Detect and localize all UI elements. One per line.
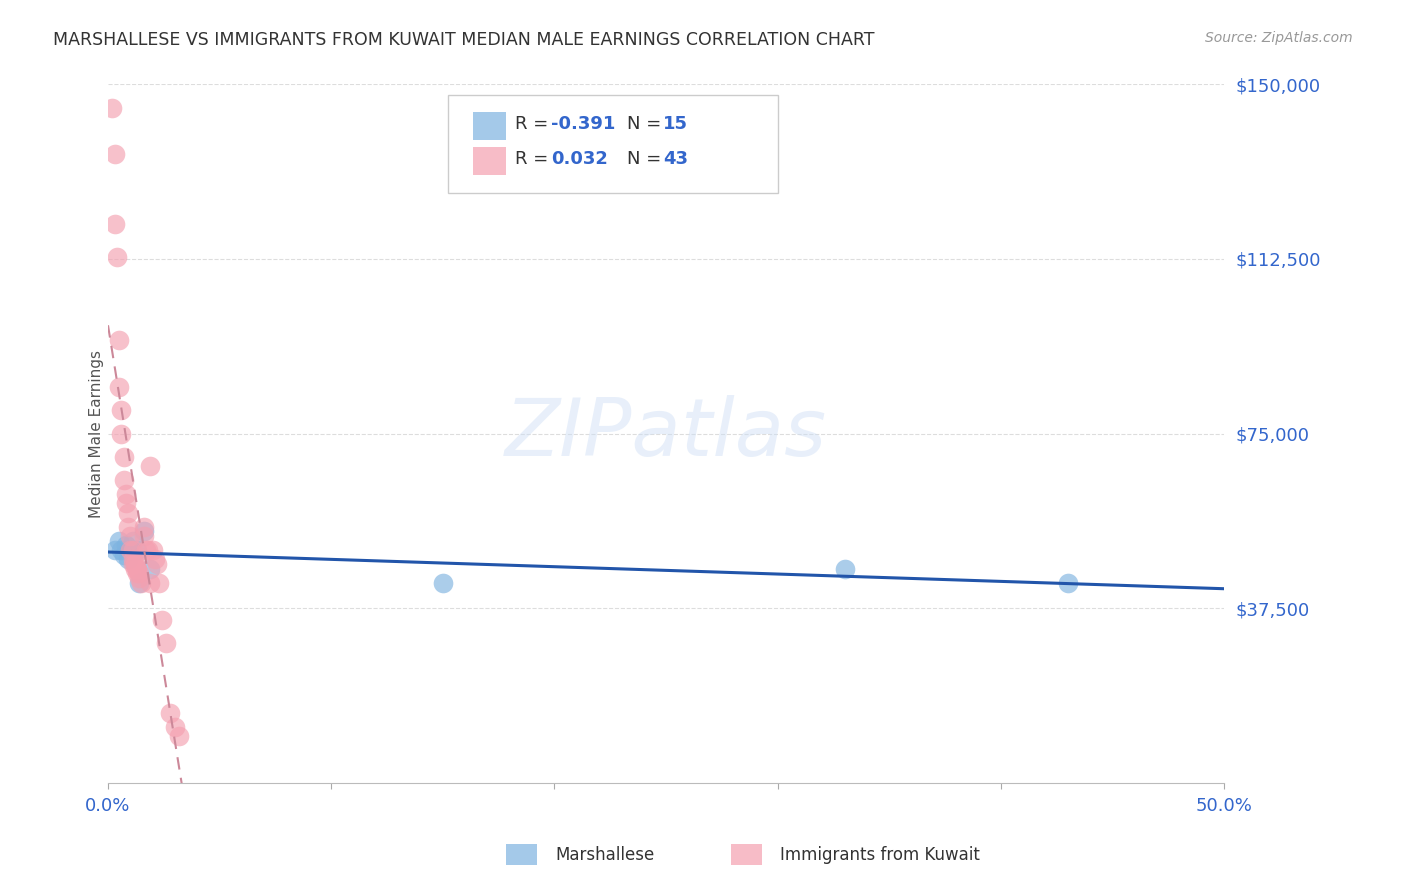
- Point: [128, 571, 150, 585]
- Point: [121, 533, 143, 548]
- Point: [125, 561, 148, 575]
- Point: [125, 543, 148, 558]
- Point: [124, 557, 146, 571]
- Point: [115, 538, 138, 552]
- Point: [125, 566, 148, 581]
- Point: [135, 543, 157, 558]
- Point: [115, 487, 138, 501]
- Point: [834, 561, 856, 575]
- Point: [148, 575, 170, 590]
- Point: [104, 217, 127, 231]
- Point: [136, 543, 159, 558]
- Point: [110, 403, 132, 417]
- Point: [108, 380, 131, 394]
- Point: [132, 529, 155, 543]
- Point: [124, 561, 146, 575]
- Point: [432, 575, 454, 590]
- Point: [150, 613, 173, 627]
- Point: [112, 473, 135, 487]
- Text: Source: ZipAtlas.com: Source: ZipAtlas.com: [1205, 31, 1353, 45]
- Point: [124, 557, 146, 571]
- Text: R =: R =: [516, 150, 554, 169]
- Point: [121, 557, 143, 571]
- Point: [121, 552, 143, 566]
- Point: [128, 575, 150, 590]
- Point: [101, 101, 124, 115]
- Point: [105, 250, 128, 264]
- Point: [131, 575, 153, 590]
- Point: [104, 543, 127, 558]
- Point: [139, 561, 162, 575]
- Point: [110, 543, 132, 558]
- Point: [132, 519, 155, 533]
- Point: [112, 548, 135, 562]
- Point: [108, 533, 131, 548]
- Point: [104, 147, 127, 161]
- Text: N =: N =: [627, 115, 666, 133]
- Point: [163, 720, 186, 734]
- Point: [155, 636, 177, 650]
- Point: [128, 566, 150, 581]
- Point: [1056, 575, 1078, 590]
- Text: R =: R =: [516, 115, 554, 133]
- Text: 15: 15: [662, 115, 688, 133]
- Point: [117, 552, 139, 566]
- FancyBboxPatch shape: [472, 147, 506, 175]
- Point: [142, 543, 165, 558]
- Point: [121, 543, 143, 558]
- Text: Immigrants from Kuwait: Immigrants from Kuwait: [780, 846, 980, 863]
- FancyBboxPatch shape: [472, 112, 506, 140]
- Y-axis label: Median Male Earnings: Median Male Earnings: [90, 350, 104, 517]
- Point: [169, 729, 191, 743]
- Point: [120, 543, 142, 558]
- Point: [110, 426, 132, 441]
- Point: [120, 543, 142, 558]
- Point: [117, 506, 139, 520]
- Point: [143, 552, 166, 566]
- Point: [125, 561, 148, 575]
- Text: 0.032: 0.032: [551, 150, 607, 169]
- Point: [108, 334, 131, 348]
- Point: [139, 575, 162, 590]
- Point: [132, 524, 155, 539]
- Text: N =: N =: [627, 150, 666, 169]
- Point: [112, 450, 135, 464]
- Text: Marshallese: Marshallese: [555, 846, 655, 863]
- Point: [146, 557, 169, 571]
- FancyBboxPatch shape: [449, 95, 778, 193]
- Point: [159, 706, 181, 720]
- Point: [117, 519, 139, 533]
- Point: [139, 459, 162, 474]
- Text: MARSHALLESE VS IMMIGRANTS FROM KUWAIT MEDIAN MALE EARNINGS CORRELATION CHART: MARSHALLESE VS IMMIGRANTS FROM KUWAIT ME…: [53, 31, 875, 49]
- Text: -0.391: -0.391: [551, 115, 616, 133]
- Point: [120, 529, 142, 543]
- Text: ZIPatlas: ZIPatlas: [505, 394, 827, 473]
- Point: [115, 496, 138, 510]
- Text: 43: 43: [662, 150, 688, 169]
